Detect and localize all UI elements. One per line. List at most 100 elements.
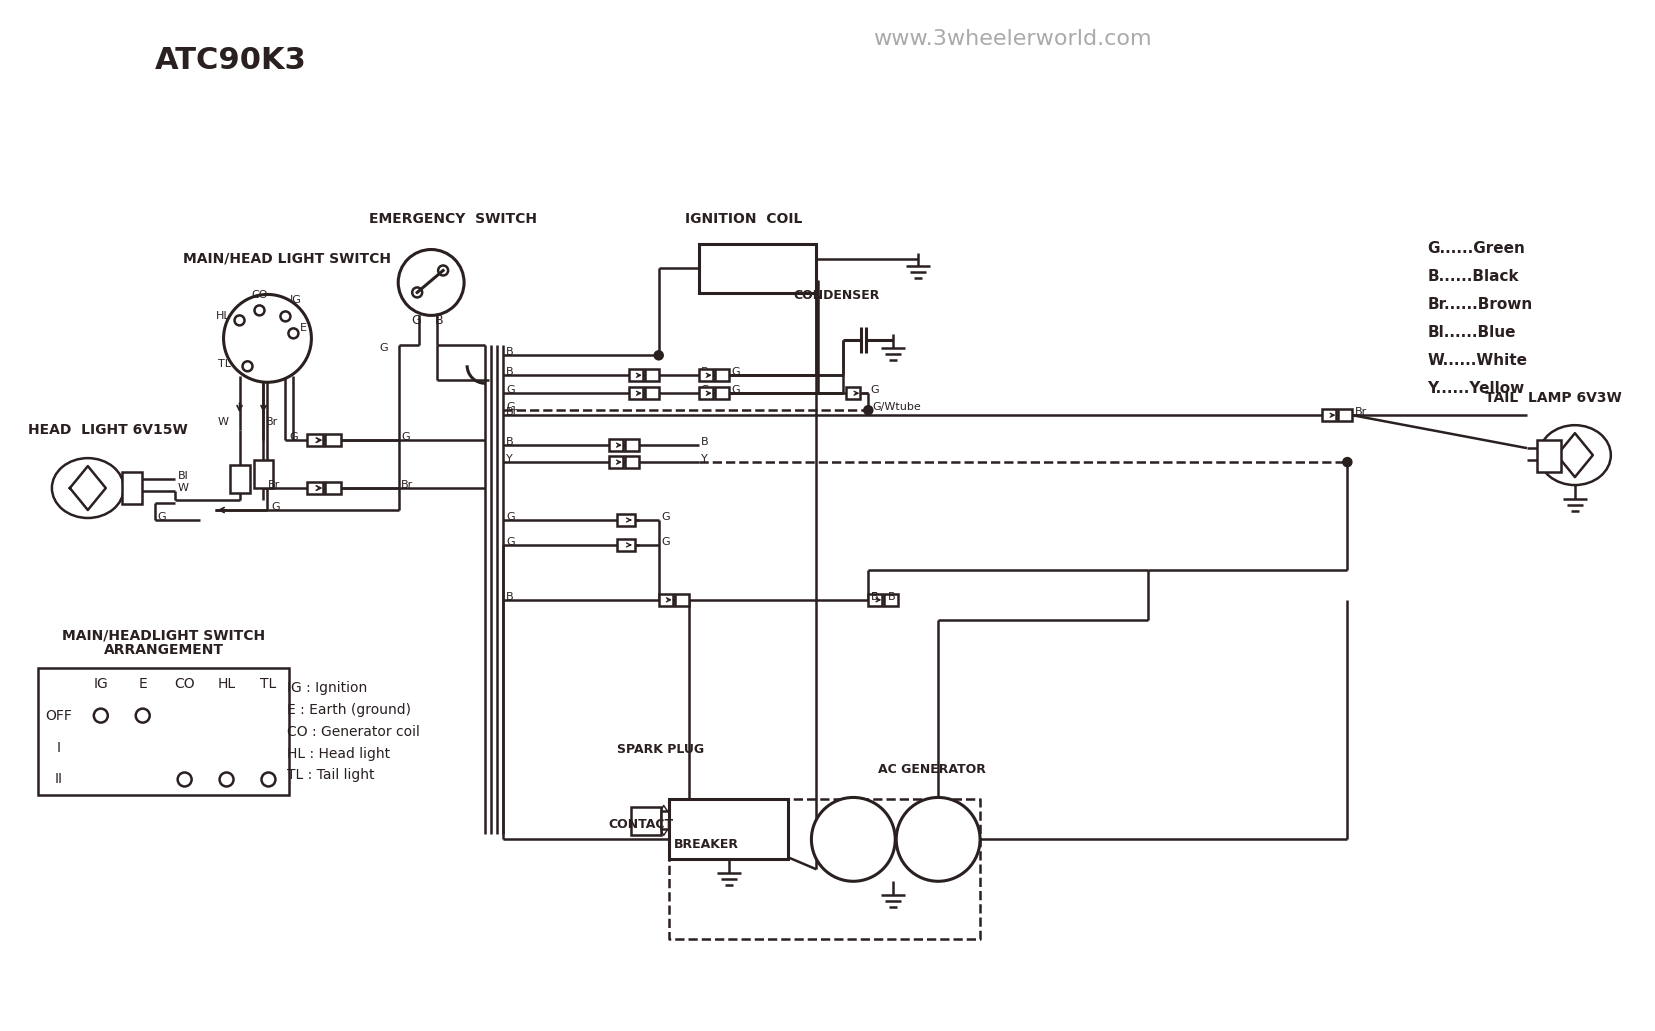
Text: SPARK PLUG: SPARK PLUG — [616, 743, 703, 756]
Bar — [324, 434, 341, 446]
Bar — [659, 594, 672, 606]
Text: B: B — [506, 437, 513, 447]
Text: TL : Tail light: TL : Tail light — [288, 768, 374, 783]
Bar — [698, 243, 816, 294]
Bar — [698, 388, 712, 399]
Bar — [1536, 440, 1561, 472]
Text: Br: Br — [1354, 407, 1367, 418]
Text: Bl......Blue: Bl......Blue — [1427, 325, 1514, 340]
Text: II: II — [55, 772, 63, 787]
Text: G: G — [506, 537, 515, 547]
Text: G/Wtube: G/Wtube — [872, 402, 920, 412]
Bar — [629, 388, 642, 399]
Text: CO: CO — [174, 676, 195, 691]
Bar — [674, 594, 688, 606]
Bar — [884, 594, 897, 606]
Text: G: G — [401, 432, 409, 442]
Circle shape — [280, 311, 290, 322]
Text: CO : Generator coil: CO : Generator coil — [288, 725, 420, 738]
Text: CONTACT: CONTACT — [609, 818, 674, 831]
Circle shape — [397, 250, 463, 315]
Circle shape — [261, 772, 275, 787]
Circle shape — [895, 797, 980, 882]
Circle shape — [288, 328, 298, 338]
Text: B: B — [871, 592, 879, 602]
Circle shape — [864, 406, 872, 414]
Text: Y: Y — [506, 454, 513, 464]
Bar — [253, 460, 273, 488]
Text: G......Green: G......Green — [1427, 241, 1524, 256]
Text: MAIN/HEAD LIGHT SWITCH: MAIN/HEAD LIGHT SWITCH — [182, 252, 391, 266]
Bar — [122, 472, 142, 504]
Bar — [308, 483, 323, 494]
Text: B: B — [435, 313, 444, 327]
Text: OFF: OFF — [45, 708, 73, 723]
Text: BREAKER: BREAKER — [674, 838, 738, 851]
Circle shape — [690, 811, 707, 828]
Text: W: W — [217, 418, 228, 427]
Bar — [230, 465, 250, 493]
Text: B: B — [700, 437, 708, 447]
Text: TAIL  LAMP 6V3W: TAIL LAMP 6V3W — [1485, 391, 1620, 405]
Circle shape — [242, 361, 252, 371]
Text: EMERGENCY  SWITCH: EMERGENCY SWITCH — [369, 211, 536, 226]
Bar — [609, 456, 622, 468]
Text: W......White: W......White — [1427, 353, 1526, 368]
Circle shape — [223, 295, 311, 383]
Text: G: G — [379, 343, 387, 354]
Bar — [715, 369, 728, 381]
Circle shape — [235, 315, 245, 326]
Circle shape — [811, 797, 895, 882]
Text: IG: IG — [290, 296, 301, 305]
Text: B: B — [887, 592, 895, 602]
Text: E : Earth (ground): E : Earth (ground) — [288, 702, 410, 717]
Circle shape — [220, 772, 233, 787]
Bar — [609, 439, 622, 452]
Text: Br: Br — [401, 480, 414, 490]
Text: B: B — [871, 592, 879, 602]
Text: G: G — [700, 386, 708, 395]
Bar — [660, 811, 700, 829]
Bar — [1322, 409, 1336, 422]
Circle shape — [439, 266, 449, 275]
Text: Br: Br — [268, 480, 280, 490]
Circle shape — [654, 352, 662, 360]
Text: AC GENERATOR: AC GENERATOR — [877, 763, 985, 776]
Text: HEAD  LIGHT 6V15W: HEAD LIGHT 6V15W — [28, 423, 187, 437]
Circle shape — [136, 708, 149, 723]
Text: E: E — [300, 324, 306, 333]
Text: Br......Brown: Br......Brown — [1427, 297, 1531, 312]
Text: E: E — [139, 676, 147, 691]
Text: ATC90K3: ATC90K3 — [154, 46, 306, 75]
Text: G: G — [290, 432, 298, 442]
Text: Y......Yellow: Y......Yellow — [1427, 380, 1524, 396]
Text: IG: IG — [93, 676, 108, 691]
Ellipse shape — [1537, 425, 1610, 485]
Text: www.3wheelerworld.com: www.3wheelerworld.com — [872, 29, 1152, 48]
Bar — [629, 369, 642, 381]
Bar — [644, 388, 659, 399]
Bar — [38, 668, 290, 796]
Text: Y: Y — [700, 454, 707, 464]
Text: HL: HL — [217, 676, 235, 691]
Text: IG : Ignition: IG : Ignition — [288, 680, 367, 695]
Text: Br: Br — [265, 418, 278, 427]
Circle shape — [412, 288, 422, 297]
Circle shape — [1342, 458, 1350, 466]
Bar — [308, 434, 323, 446]
Bar — [846, 388, 861, 399]
Text: B: B — [506, 367, 513, 377]
Text: Bl: Bl — [177, 471, 189, 481]
Bar — [715, 388, 728, 399]
Text: IGNITION  COIL: IGNITION COIL — [684, 211, 801, 226]
Text: G: G — [662, 537, 670, 547]
Bar — [1337, 409, 1352, 422]
Text: G: G — [732, 386, 740, 395]
Bar — [631, 807, 660, 835]
Text: HL : Head light: HL : Head light — [288, 746, 391, 761]
Text: B......Black: B......Black — [1427, 269, 1518, 284]
Circle shape — [94, 708, 108, 723]
Text: G: G — [410, 313, 420, 327]
Text: G: G — [271, 502, 280, 512]
Text: B: B — [506, 347, 513, 358]
